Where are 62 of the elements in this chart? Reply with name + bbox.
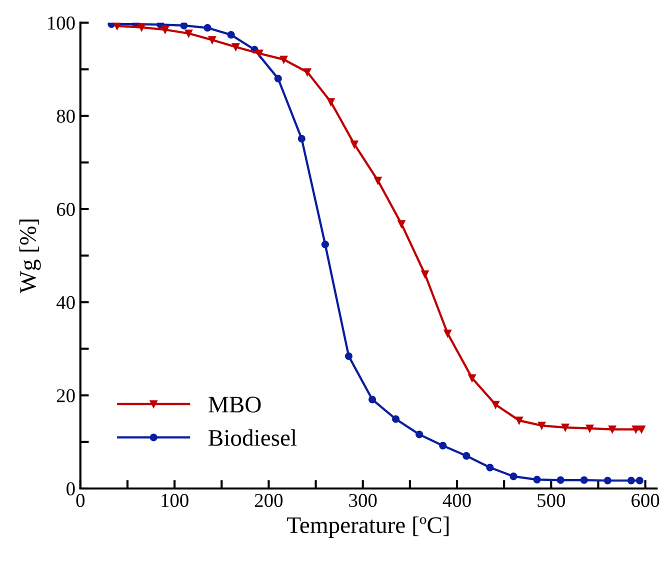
point	[374, 176, 382, 184]
point	[274, 74, 282, 82]
legend-label: MBO	[208, 396, 261, 413]
y-tick-label: 80	[56, 110, 75, 123]
point	[232, 43, 240, 51]
point	[421, 270, 429, 278]
point	[636, 476, 644, 484]
point	[208, 36, 216, 44]
point	[492, 400, 500, 408]
point	[632, 426, 640, 434]
point	[344, 352, 353, 360]
point	[416, 430, 424, 438]
point	[321, 240, 330, 248]
x-tick-label: 200	[254, 494, 283, 508]
point	[608, 426, 616, 434]
point	[255, 50, 264, 58]
point	[468, 374, 476, 382]
point	[298, 134, 306, 143]
point	[161, 26, 169, 34]
x-tick-label: 600	[632, 494, 660, 508]
point	[303, 68, 312, 76]
point	[138, 24, 146, 32]
point	[227, 31, 235, 39]
y-tick-label: 60	[56, 202, 75, 216]
x-tick-label: 0	[76, 494, 85, 508]
x-tick-label: 300	[349, 494, 377, 508]
point	[533, 476, 541, 484]
point	[327, 98, 335, 106]
y-tick-label: 20	[56, 389, 75, 402]
point	[638, 426, 646, 434]
point	[398, 220, 406, 228]
point	[586, 424, 594, 432]
point	[444, 330, 452, 338]
point	[604, 476, 612, 484]
point	[113, 22, 121, 30]
point	[350, 140, 358, 148]
y-tick-label: 40	[56, 296, 75, 310]
point	[627, 476, 635, 484]
point	[368, 396, 376, 404]
x-tick-label: 400	[442, 494, 471, 508]
point	[561, 424, 570, 432]
legend-label: Biodiesel	[208, 429, 297, 446]
point	[204, 24, 212, 32]
x-tick-label: 100	[162, 494, 188, 508]
point	[515, 416, 523, 424]
y-tick-label: 0	[66, 482, 75, 496]
point	[280, 56, 288, 64]
y-axis-title: Wg [%]	[19, 220, 41, 294]
point	[486, 464, 494, 472]
point	[580, 476, 588, 484]
point	[556, 476, 564, 484]
x-tick-label: 500	[538, 494, 565, 508]
point	[510, 472, 518, 480]
point	[156, 22, 164, 28]
y-tick-label: 100	[48, 16, 75, 30]
point	[392, 415, 400, 423]
point	[439, 442, 447, 450]
point	[184, 30, 192, 38]
point	[462, 452, 470, 460]
x-axis-title: Temperature [ºC]	[287, 516, 449, 538]
point	[538, 422, 546, 430]
point	[180, 22, 188, 30]
